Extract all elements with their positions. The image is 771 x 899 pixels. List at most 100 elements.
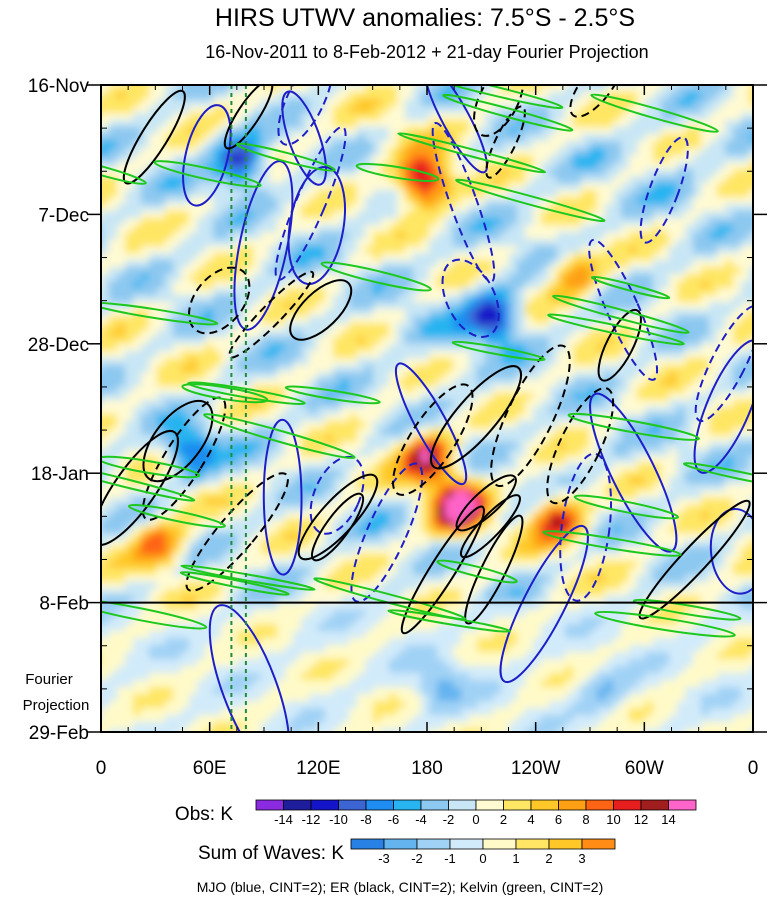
anomaly-cell: [757, 204, 766, 212]
anomaly-cell: [133, 239, 142, 247]
anomaly-cell: [221, 309, 230, 317]
anomaly-cell: [549, 379, 558, 387]
anomaly-cell: [357, 211, 366, 219]
anomaly-cell: [165, 176, 174, 184]
anomaly-cell: [109, 295, 118, 303]
anomaly-cell: [565, 477, 574, 485]
anomaly-cell: [213, 484, 222, 492]
anomaly-cell: [437, 288, 446, 296]
anomaly-cell: [253, 120, 262, 128]
anomaly-cell: [245, 106, 254, 114]
anomaly-cell: [749, 197, 753, 205]
anomaly-cell: [437, 218, 446, 226]
anomaly-cell: [461, 246, 470, 254]
anomaly-cell: [285, 106, 294, 114]
anomaly-cell: [693, 330, 702, 338]
anomaly-cell: [581, 358, 590, 366]
anomaly-cell: [501, 379, 510, 387]
anomaly-cell: [717, 316, 726, 324]
anomaly-cell: [749, 358, 753, 366]
anomaly-cell: [405, 351, 414, 359]
anomaly-cell: [165, 379, 174, 387]
anomaly-cell: [501, 295, 510, 303]
anomaly-cell: [589, 162, 598, 170]
anomaly-cell: [741, 400, 750, 408]
anomaly-cell: [669, 281, 678, 289]
anomaly-cell: [565, 106, 574, 114]
anomaly-cell: [205, 211, 214, 219]
anomaly-cell: [261, 260, 270, 268]
anomaly-cell: [693, 407, 702, 415]
anomaly-cell: [661, 463, 670, 471]
anomaly-cell: [653, 344, 662, 352]
anomaly-cell: [453, 428, 462, 436]
anomaly-cell: [501, 176, 510, 184]
anomaly-cell: [757, 253, 766, 261]
anomaly-cell: [517, 470, 526, 478]
anomaly-cell: [173, 365, 182, 373]
anomaly-cell: [677, 169, 686, 177]
anomaly-cell: [501, 330, 510, 338]
anomaly-cell: [277, 449, 286, 457]
anomaly-cell: [453, 211, 462, 219]
anomaly-cell: [661, 162, 670, 170]
anomaly-cell: [405, 337, 414, 345]
anomaly-cell: [301, 267, 310, 275]
anomaly-cell: [381, 190, 390, 198]
anomaly-cell: [269, 232, 278, 240]
anomaly-cell: [349, 141, 358, 149]
anomaly-cell: [573, 155, 582, 163]
anomaly-cell: [133, 274, 142, 282]
anomaly-cell: [277, 484, 286, 492]
anomaly-cell: [461, 253, 470, 261]
anomaly-cell: [301, 316, 310, 324]
anomaly-cell: [637, 337, 646, 345]
anomaly-cell: [581, 85, 590, 93]
anomaly-cell: [725, 456, 734, 464]
anomaly-cell: [549, 253, 558, 261]
anomaly-cell: [501, 253, 510, 261]
anomaly-cell: [645, 106, 654, 114]
anomaly-cell: [221, 407, 230, 415]
anomaly-cell: [261, 337, 270, 345]
anomaly-cell: [421, 463, 430, 471]
anomaly-cell: [629, 470, 638, 478]
anomaly-cell: [669, 428, 678, 436]
anomaly-cell: [133, 309, 142, 317]
anomaly-cell: [101, 288, 110, 296]
anomaly-cell: [149, 148, 158, 156]
anomaly-cell: [629, 218, 638, 226]
anomaly-cell: [269, 92, 278, 100]
anomaly-cell: [133, 484, 142, 492]
anomaly-cell: [717, 211, 726, 219]
anomaly-cell: [381, 92, 390, 100]
anomaly-cell: [541, 344, 550, 352]
anomaly-cell: [541, 358, 550, 366]
anomaly-cell: [621, 456, 630, 464]
anomaly-cell: [701, 197, 710, 205]
anomaly-cell: [181, 99, 190, 107]
anomaly-cell: [229, 323, 238, 331]
anomaly-cell: [357, 407, 366, 415]
anomaly-cell: [589, 281, 598, 289]
anomaly-cell: [325, 246, 334, 254]
anomaly-cell: [381, 400, 390, 408]
anomaly-cell: [477, 414, 486, 422]
anomaly-cell: [157, 463, 166, 471]
anomaly-cell: [101, 120, 110, 128]
anomaly-cell: [685, 365, 694, 373]
anomaly-cell: [317, 421, 326, 429]
anomaly-cell: [541, 99, 550, 107]
anomaly-cell: [237, 113, 246, 121]
anomaly-cell: [101, 386, 110, 394]
anomaly-cell: [317, 400, 326, 408]
anomaly-cell: [245, 295, 254, 303]
anomaly-cell: [469, 253, 478, 261]
anomaly-cell: [109, 393, 118, 401]
anomaly-cell: [117, 246, 126, 254]
anomaly-cell: [373, 428, 382, 436]
anomaly-cell: [373, 456, 382, 464]
anomaly-cell: [117, 302, 126, 310]
anomaly-cell: [453, 449, 462, 457]
anomaly-cell: [477, 113, 486, 121]
